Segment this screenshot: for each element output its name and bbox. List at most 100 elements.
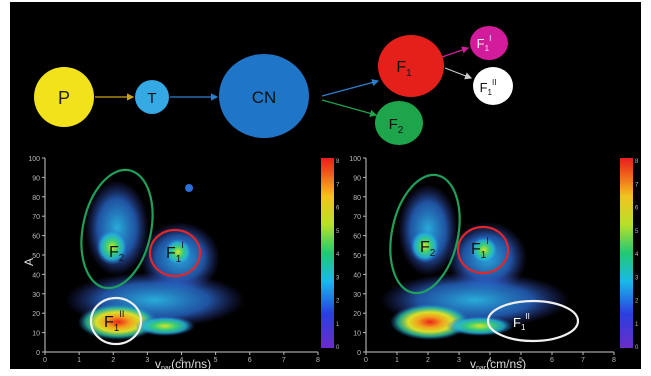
- right-colorbar-tick-label: 4: [635, 252, 639, 258]
- node-f1ii-sub: 1: [488, 88, 493, 97]
- right-colorbar: [620, 158, 633, 348]
- right-density-map: [380, 184, 570, 340]
- right-colorbar-tick-label: 1: [635, 322, 639, 328]
- left-f1ii-sup: II: [119, 309, 124, 319]
- edge-f1-f1ii: [444, 67, 473, 80]
- node-f1ii-sup: II: [492, 78, 496, 87]
- node-t-label: T: [147, 90, 156, 107]
- left-x-tick-label: 7: [282, 357, 286, 364]
- left-y-tick-label: 20: [32, 311, 40, 318]
- node-f2-label: F: [389, 116, 398, 133]
- node-f1i-label: F: [477, 36, 485, 51]
- left-colorbar-tick-label: 8: [336, 159, 340, 165]
- right-x-tick-label: 0: [364, 357, 368, 364]
- left-x-ticks: 0 1 2 3 4 5 6 7 8: [43, 352, 320, 364]
- svg-text:F1II: F1 II: [104, 309, 124, 334]
- svg-text:F2: F2: [109, 244, 125, 264]
- right-x-axis-unit: (cm/ns): [486, 357, 526, 371]
- right-x-tick-label: 1: [395, 357, 399, 364]
- right-colorbar-tick-label: 7: [635, 182, 639, 188]
- right-y-tick-label: 20: [353, 311, 361, 318]
- right-y-tick-label: 40: [353, 272, 361, 279]
- node-cn: CN: [219, 54, 309, 138]
- node-f1i-sub: 1: [485, 44, 490, 53]
- svg-text:F1: F1: [396, 59, 412, 79]
- right-f1ii-label: F: [513, 315, 521, 330]
- right-x-tick-label: 4: [488, 357, 492, 364]
- left-colorbar-tick-label: 7: [336, 182, 340, 188]
- edge-cn-f2: [321, 99, 378, 117]
- reaction-diagram: P T CN F1 F2 F1I F1II: [34, 26, 513, 145]
- left-f1ii-region-ellipse: [89, 296, 143, 346]
- right-colorbar-tick-label: 3: [635, 275, 639, 281]
- right-y-tick-label: 10: [353, 331, 361, 338]
- right-colorbar-tick-label: 6: [635, 206, 639, 212]
- right-f1ii-region-ellipse: [486, 299, 580, 343]
- node-t: T: [135, 80, 169, 114]
- left-y-tick-label: 80: [32, 195, 40, 202]
- right-x-axis-label: v: [470, 357, 476, 371]
- right-colorbar-tick-label: 5: [635, 229, 639, 235]
- left-x-tick-label: 5: [214, 357, 218, 364]
- left-colorbar-tick-label: 5: [336, 229, 340, 235]
- right-colorbar-ticks: 8 7 6 5 4 3 2 1 0: [635, 159, 639, 351]
- right-y-tick-label: 90: [353, 175, 361, 182]
- left-f1i-sup: I: [181, 240, 184, 250]
- node-f1i: F1I: [470, 26, 508, 60]
- left-f1i-sub: 1: [176, 254, 182, 265]
- right-x-ticks: 0 1 2 3 4 5 6 7 8: [364, 352, 616, 364]
- left-x-tick-label: 0: [43, 357, 47, 364]
- svg-text:F1II: F1 II: [513, 312, 530, 332]
- node-f2-sub: 2: [398, 125, 404, 136]
- left-y-tick-label: 10: [32, 331, 40, 338]
- left-x-tick-label: 1: [77, 357, 81, 364]
- right-f1ii-sub: 1: [521, 323, 526, 332]
- left-x-tick-label: 2: [111, 357, 115, 364]
- left-x-tick-label: 8: [316, 357, 320, 364]
- right-colorbar-tick-label: 2: [635, 299, 639, 305]
- left-density-map: [65, 180, 245, 340]
- left-f2-sub: 2: [119, 253, 125, 264]
- right-colorbar-tick-label: 0: [635, 345, 639, 351]
- left-f1ii-label: F: [104, 314, 114, 331]
- svg-text:F1II: F1II: [480, 78, 497, 97]
- left-y-tick-label: 50: [32, 253, 40, 260]
- right-x-axis-sub: par: [476, 365, 487, 371]
- right-f2-label: F: [420, 239, 430, 256]
- left-y-tick-label: 30: [32, 292, 40, 299]
- left-y-axis-label: A: [22, 258, 36, 266]
- left-f1ii-sub: 1: [114, 323, 120, 334]
- right-f2-sub: 2: [430, 248, 436, 259]
- node-p-label: P: [58, 88, 70, 108]
- right-y-tick-label: 70: [353, 214, 361, 221]
- left-colorbar-tick-label: 0: [336, 345, 340, 351]
- right-x-tick-label: 3: [457, 357, 461, 364]
- edge-f1-f1i: [441, 46, 470, 58]
- right-y-tick-label: 60: [353, 234, 361, 241]
- left-colorbar-tick-label: 3: [336, 275, 340, 281]
- right-f1i-region-ellipse: [456, 225, 510, 275]
- left-x-tick-label: 3: [145, 357, 149, 364]
- right-x-tick-label: 2: [426, 357, 430, 364]
- svg-text:vpar(cm/ns): vpar(cm/ns): [155, 357, 211, 371]
- right-f2-region-ellipse: [389, 173, 461, 295]
- svg-text:F1I: F1I: [477, 34, 492, 53]
- left-f2-region-ellipse: [80, 168, 154, 290]
- left-x-axis-sub: par: [161, 365, 172, 371]
- node-f2: F2: [375, 101, 423, 145]
- right-x-tick-label: 8: [612, 357, 616, 364]
- node-p: P: [34, 67, 94, 127]
- right-f1ii-sup: II: [525, 312, 529, 321]
- right-y-tick-label: 100: [349, 156, 361, 163]
- right-y-tick-label: 0: [357, 350, 361, 357]
- node-f1-label: F: [396, 59, 406, 76]
- left-colorbar-tick-label: 4: [336, 252, 340, 258]
- right-x-tick-label: 6: [550, 357, 554, 364]
- left-x-tick-label: 4: [180, 357, 184, 364]
- left-colorbar-ticks: 8 7 6 5 4 3 2 1 0: [336, 159, 340, 351]
- left-y-tick-label: 40: [32, 272, 40, 279]
- left-y-tick-label: 70: [32, 214, 40, 221]
- svg-text:vpar(cm/ns): vpar(cm/ns): [470, 357, 526, 371]
